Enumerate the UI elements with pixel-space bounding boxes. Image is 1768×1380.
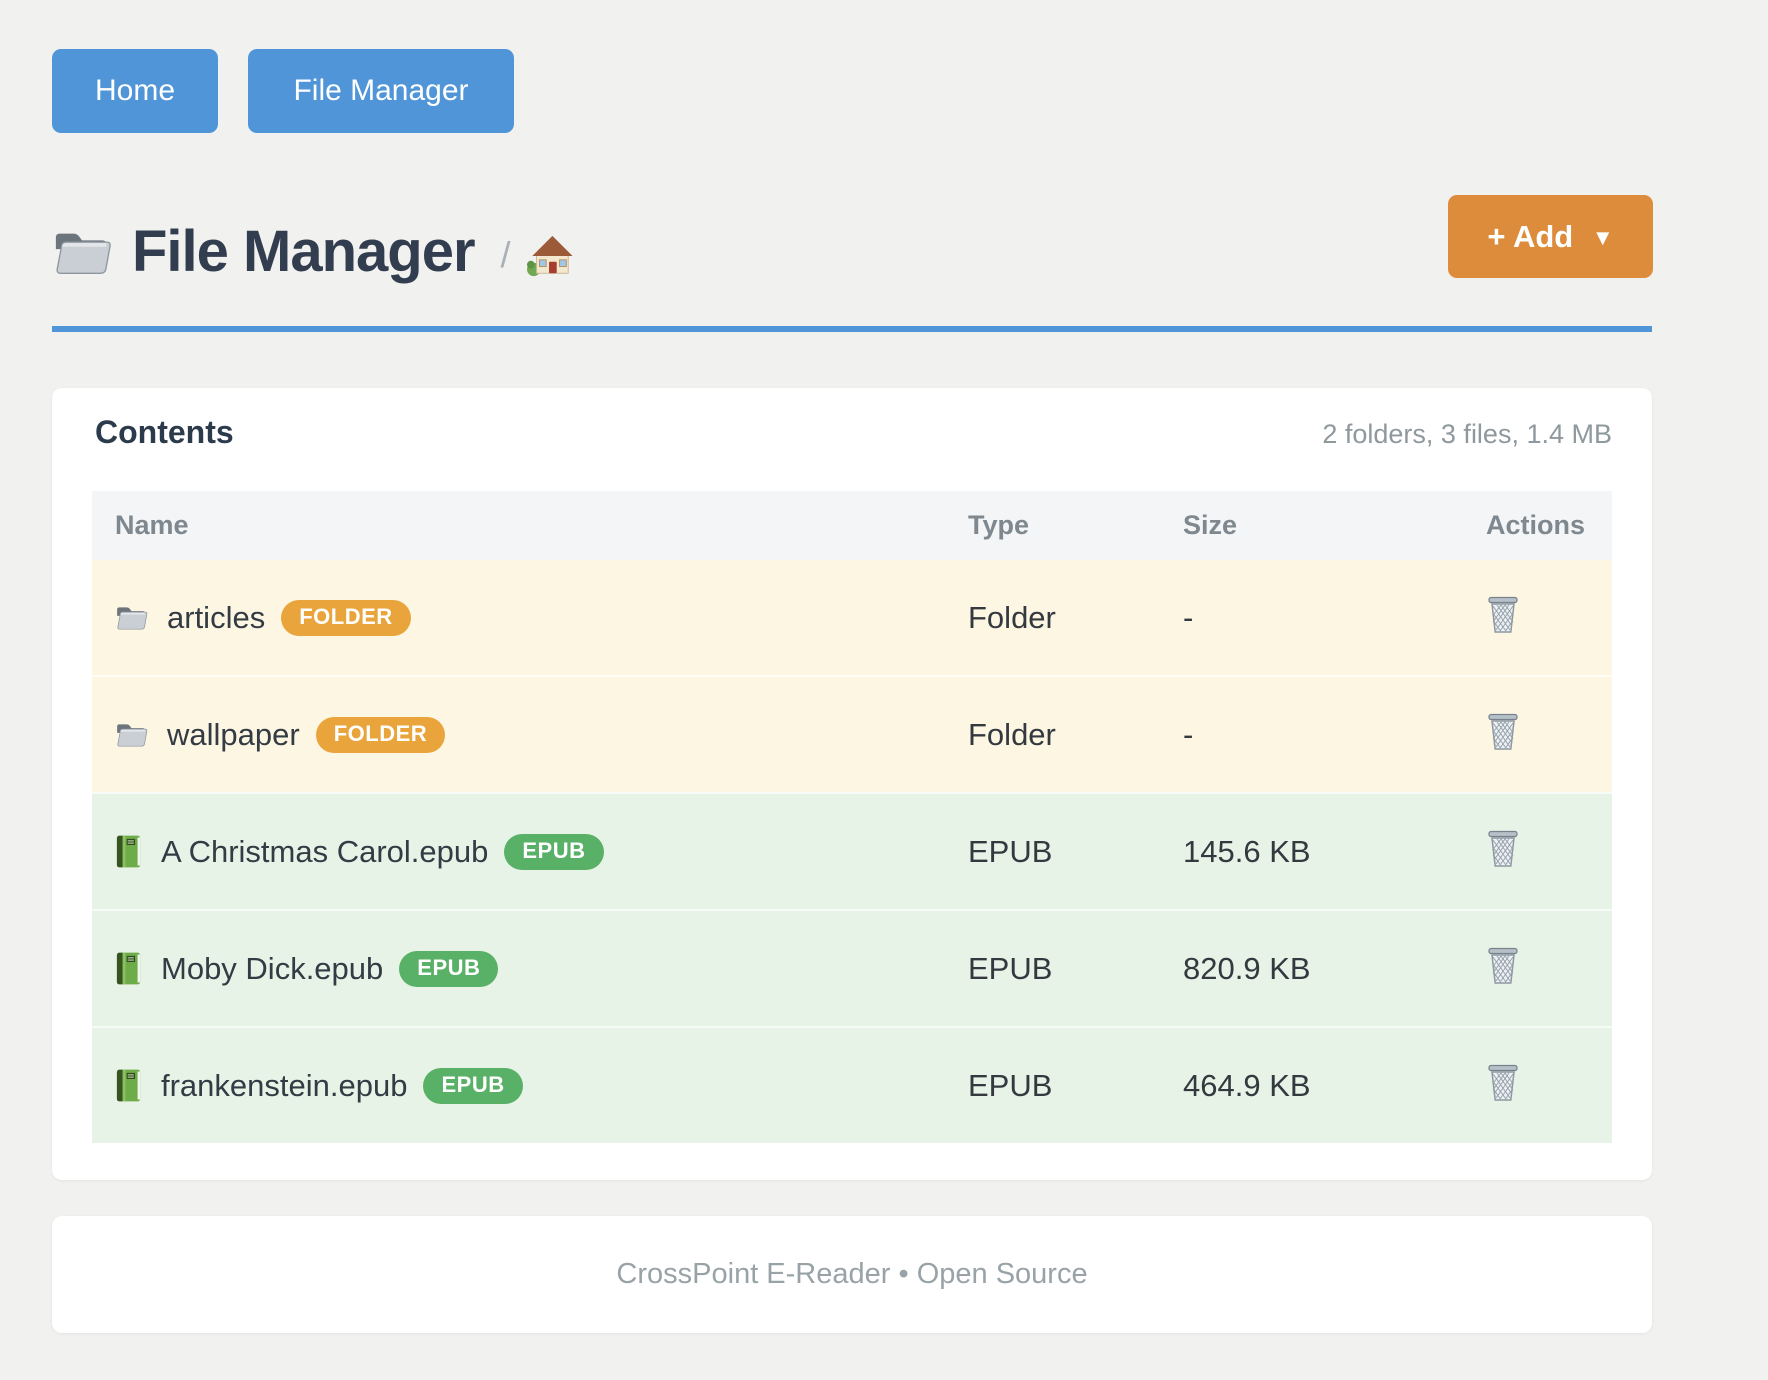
table-row-christmas-carol[interactable]: A Christmas Carol.epub EPUB EPUB 145.6 K… [92,792,1612,909]
book-icon [115,833,143,870]
name-cell: A Christmas Carol.epub EPUB [92,833,968,870]
caret-down-icon: ▼ [1591,224,1614,250]
page-title: File Manager [132,219,476,284]
size-cell: - [1183,599,1194,635]
actions-cell [1468,594,1612,642]
table-row-moby-dick[interactable]: Moby Dick.epub EPUB EPUB 820.9 KB [92,909,1612,1026]
book-icon [115,950,143,987]
size-cell: 820.9 KB [1183,950,1311,986]
contents-header: Contents 2 folders, 3 files, 1.4 MB [52,388,1652,451]
type-cell: Folder [968,599,1056,635]
name-cell: articles FOLDER [92,599,968,636]
epub-badge: EPUB [423,1067,523,1104]
column-header-name: Name [115,510,189,540]
type-cell: EPUB [968,833,1053,869]
type-cell: EPUB [968,1067,1053,1103]
delete-button[interactable] [1486,945,1520,985]
actions-cell [1468,945,1612,993]
epub-badge: EPUB [399,950,499,987]
column-header-type: Type [968,510,1030,540]
folder-badge: FOLDER [281,599,411,636]
footer-text: CrossPoint E-Reader • Open Source [616,1258,1088,1290]
contents-summary: 2 folders, 3 files, 1.4 MB [1322,419,1612,449]
folder-badge: FOLDER [315,716,446,753]
file-name[interactable]: wallpaper [167,716,300,752]
file-manager-button[interactable]: File Manager [248,49,514,133]
size-cell: 464.9 KB [1183,1067,1311,1103]
file-table: Name Type Size Actions articles [92,491,1612,1143]
home-breadcrumb-icon[interactable] [526,234,573,278]
table-row-articles[interactable]: articles FOLDER Folder - [92,560,1612,675]
delete-button[interactable] [1486,711,1520,751]
column-header-actions: Actions [1486,510,1586,540]
column-header-size: Size [1183,510,1238,540]
contents-card: Contents 2 folders, 3 files, 1.4 MB Name… [52,388,1652,1180]
breadcrumb-separator: / [500,233,511,275]
size-cell: 145.6 KB [1183,833,1311,869]
type-cell: EPUB [968,950,1053,986]
header-divider [52,326,1652,332]
file-name[interactable]: Moby Dick.epub [161,950,384,986]
file-name[interactable]: frankenstein.epub [161,1067,408,1103]
book-icon [115,1067,143,1104]
name-cell: wallpaper FOLDER [92,716,968,753]
table-row-wallpaper[interactable]: wallpaper FOLDER Folder - [92,675,1612,792]
table-row-frankenstein[interactable]: frankenstein.epub EPUB EPUB 464.9 KB [92,1026,1612,1143]
footer-card: CrossPoint E-Reader • Open Source [52,1216,1652,1333]
epub-badge: EPUB [504,833,604,870]
home-button[interactable]: Home [52,49,218,133]
actions-cell [1468,711,1612,759]
delete-button[interactable] [1486,594,1520,634]
file-name[interactable]: articles [167,599,266,635]
table-header-row: Name Type Size Actions [92,491,1612,560]
actions-cell [1468,828,1612,876]
name-cell: frankenstein.epub EPUB [92,1067,968,1104]
folder-icon [115,720,149,749]
size-cell: - [1183,716,1194,752]
delete-button[interactable] [1486,1062,1520,1102]
delete-button[interactable] [1486,828,1520,868]
name-cell: Moby Dick.epub EPUB [92,950,968,987]
add-button-label: + Add [1487,218,1574,254]
page-title-row: File Manager / [52,218,573,285]
file-name[interactable]: A Christmas Carol.epub [161,833,489,869]
add-button[interactable]: + Add ▼ [1448,195,1653,278]
contents-title: Contents [95,414,234,450]
actions-cell [1468,1062,1612,1110]
folder-icon [115,603,149,632]
type-cell: Folder [968,716,1056,752]
folder-icon [52,225,114,279]
